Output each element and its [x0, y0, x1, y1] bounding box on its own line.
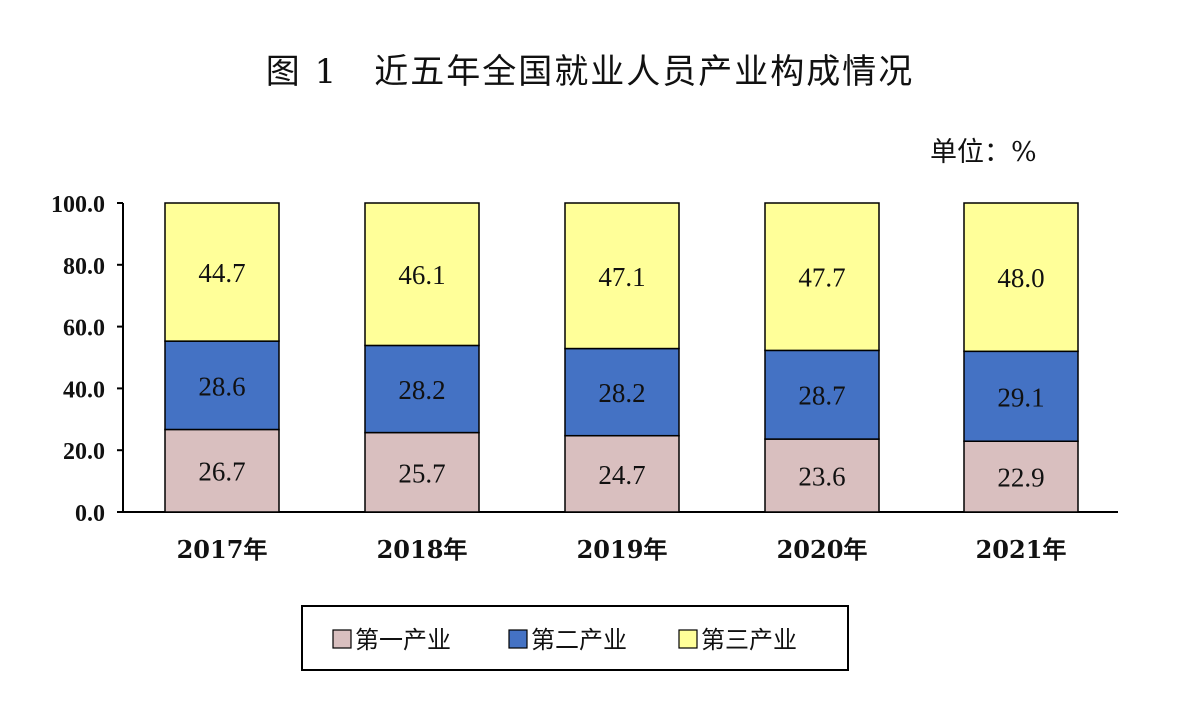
- legend-swatch: [678, 629, 698, 649]
- bar-segment: [963, 202, 1079, 353]
- legend-label: 第一产业: [355, 626, 451, 654]
- bar-segment: [364, 344, 480, 434]
- y-tick-label: 80.0: [63, 254, 105, 280]
- data-label: 47.7: [798, 263, 845, 293]
- bar-segment: [364, 202, 480, 347]
- legend-swatch: [508, 629, 528, 649]
- x-tick-label: 2021年: [976, 535, 1067, 564]
- data-label: 24.7: [598, 460, 645, 490]
- unit-label: 单位：%: [930, 137, 1037, 168]
- y-tick-label: 100.0: [51, 192, 105, 218]
- data-label: 25.7: [398, 458, 445, 488]
- data-label: 46.1: [398, 260, 445, 290]
- data-label: 28.2: [398, 375, 445, 405]
- bar-segment: [764, 349, 880, 440]
- data-label: 28.6: [198, 371, 245, 401]
- bar-segment: [164, 340, 280, 431]
- data-label: 28.7: [798, 381, 845, 411]
- x-tick-label: 2018年: [377, 535, 468, 564]
- data-label: 26.7: [198, 457, 245, 487]
- bar-segment: [963, 440, 1079, 513]
- data-label: 22.9: [997, 463, 1044, 493]
- bar-segment: [564, 347, 680, 437]
- data-label: 47.1: [598, 262, 645, 292]
- legend-label: 第三产业: [701, 626, 797, 654]
- bar-segment: [564, 434, 680, 513]
- bar-segment: [963, 350, 1079, 442]
- y-tick-label: 20.0: [63, 439, 105, 465]
- x-tick-label: 2020年: [777, 535, 868, 564]
- data-label: 28.2: [598, 378, 645, 408]
- x-tick-label: 2019年: [577, 535, 668, 564]
- chart-title: 图 1 近五年全国就业人员产业构成情况: [265, 52, 915, 92]
- bar-segment: [764, 202, 880, 352]
- y-tick-label: 60.0: [63, 316, 105, 342]
- bar-segment: [164, 428, 280, 513]
- y-tick-label: 40.0: [63, 377, 105, 403]
- legend-label: 第二产业: [531, 626, 627, 654]
- legend-swatch: [332, 629, 352, 649]
- bar-segment: [764, 438, 880, 513]
- y-tick-label: 0.0: [75, 501, 105, 527]
- data-label: 44.7: [198, 258, 245, 288]
- legend-box: [301, 605, 849, 671]
- bar-segment: [564, 202, 680, 350]
- data-label: 48.0: [997, 263, 1044, 293]
- data-label: 23.6: [798, 462, 845, 492]
- bar-segment: [164, 202, 280, 342]
- data-label: 29.1: [997, 382, 1044, 412]
- x-tick-label: 2017年: [177, 535, 268, 564]
- bar-segment: [364, 431, 480, 513]
